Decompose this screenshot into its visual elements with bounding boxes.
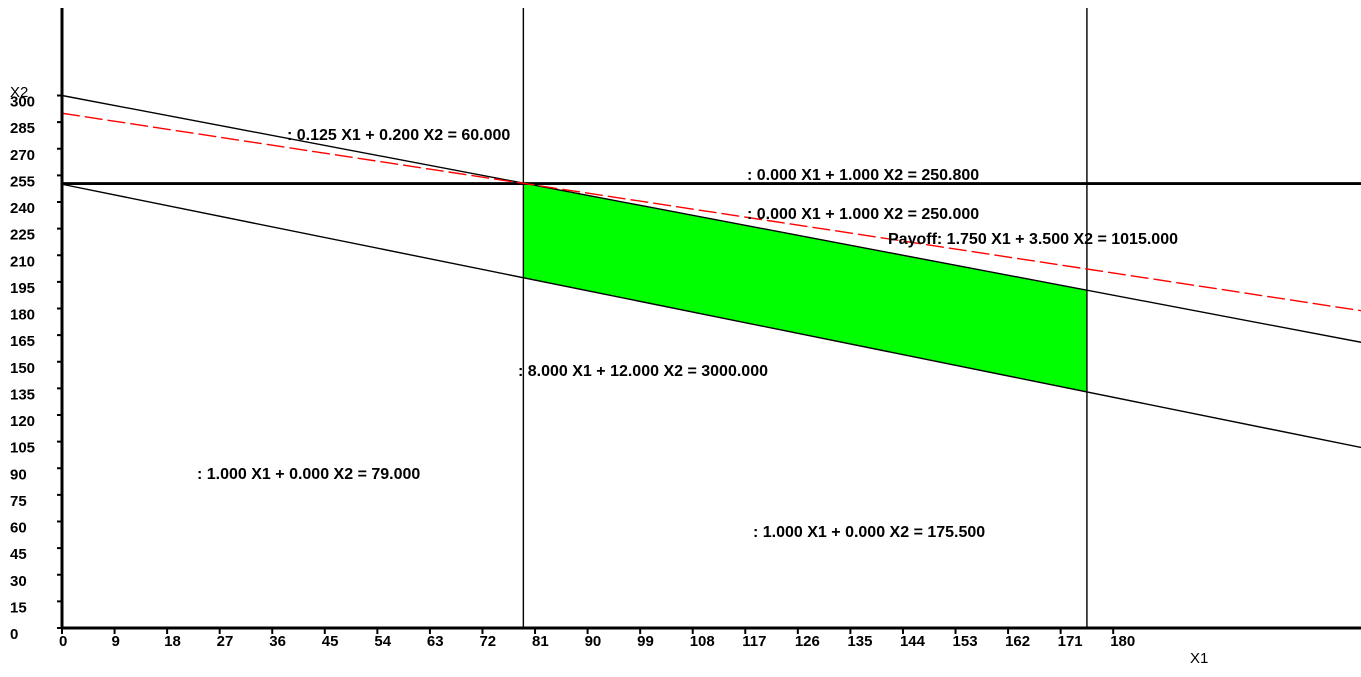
x-tick-label: 45	[322, 633, 339, 650]
y-tick-label: 45	[10, 546, 27, 563]
x-tick-label: 54	[374, 633, 391, 650]
y-tick-label: 195	[10, 280, 35, 297]
y-tick-label: 165	[10, 333, 35, 350]
constraint-label-3: : 8.000 X1 + 12.000 X2 = 3000.000	[518, 363, 768, 380]
x-tick-label: 36	[269, 633, 286, 650]
x-tick-label: 9	[112, 633, 120, 650]
x-tick-label: 135	[847, 633, 872, 650]
y-tick-label: 30	[10, 573, 27, 590]
x-axis-title: X1	[1190, 650, 1208, 667]
constraint-label-4: : 1.000 X1 + 0.000 X2 = 79.000	[197, 466, 420, 483]
y-tick-label: 105	[10, 440, 35, 457]
constraint-label-2: : 0.000 X1 + 1.000 X2 = 250.000	[747, 206, 979, 223]
x-tick-label: 90	[585, 633, 602, 650]
x-tick-label: 72	[479, 633, 496, 650]
x-tick-label: 27	[217, 633, 234, 650]
x-tick-label: 0	[59, 633, 67, 650]
payoff-label: Payoff: 1.750 X1 + 3.500 X2 = 1015.000	[888, 231, 1178, 248]
y-axis-title: X2	[10, 84, 28, 101]
y-tick-label: 60	[10, 520, 27, 537]
constraint-label-0: : 0.125 X1 + 0.200 X2 = 60.000	[287, 127, 510, 144]
x-tick-label: 108	[690, 633, 715, 650]
x-tick-label: 162	[1005, 633, 1030, 650]
y-tick-label: 180	[10, 307, 35, 324]
y-tick-label: 210	[10, 253, 35, 270]
constraint-label-5: : 1.000 X1 + 0.000 X2 = 175.500	[753, 524, 985, 541]
y-tick-label: 150	[10, 360, 35, 377]
constraint-lines-layer	[62, 8, 1361, 628]
x-tick-label: 153	[953, 633, 978, 650]
y-tick-label: 135	[10, 386, 35, 403]
y-tick-label: 15	[10, 599, 27, 616]
y-tick-label: 240	[10, 200, 35, 217]
x-tick-label: 126	[795, 633, 820, 650]
y-tick-labels: 0 15 30 45 60 75 90 105 120 135 150 165 180 195 210 225…	[10, 94, 62, 644]
y-tick-label: 255	[10, 173, 35, 190]
x-tick-label: 81	[532, 633, 549, 650]
x-tick-label: 144	[900, 633, 926, 650]
constraint-label-1: : 0.000 X1 + 1.000 X2 = 250.800	[747, 167, 979, 184]
y-tick-label: 285	[10, 120, 35, 137]
x-tick-label: 171	[1058, 633, 1083, 650]
x-tick-label: 63	[427, 633, 444, 650]
y-tick-label: 75	[10, 493, 27, 510]
y-tick-label: 270	[10, 147, 35, 164]
x-tick-label: 99	[637, 633, 654, 650]
y-tick-label: 225	[10, 227, 35, 244]
axes-layer	[62, 8, 1361, 628]
y-tick-label: 120	[10, 413, 35, 430]
x-tick-label: 117	[742, 633, 766, 650]
x-tick-label: 18	[164, 633, 181, 650]
y-tick-label: 90	[10, 466, 27, 483]
x-tick-labels: 0 9 18 27 36 45 54 63 72 81 90 99 108 117 126 135 144 153…	[59, 628, 1135, 650]
x-tick-label: 180	[1110, 633, 1135, 650]
y-tick-label: 0	[10, 626, 18, 643]
